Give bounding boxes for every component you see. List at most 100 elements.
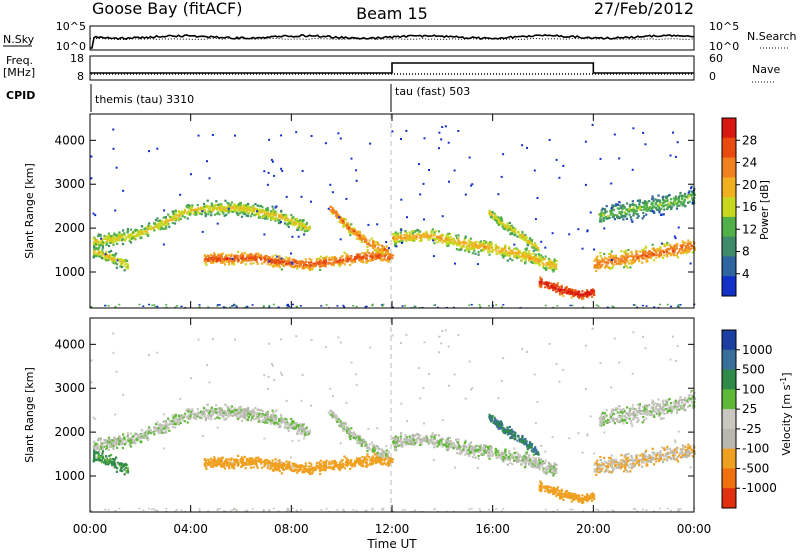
- velocity-point: [198, 411, 201, 415]
- colorbar-tick: 8: [742, 245, 750, 259]
- power-point: [95, 252, 98, 255]
- power-point: [502, 227, 505, 230]
- power-point: [278, 219, 281, 222]
- power-point: [647, 253, 650, 256]
- velocity-point: [106, 446, 109, 449]
- power-point: [498, 220, 502, 223]
- power-point: [268, 306, 271, 308]
- power-point: [350, 259, 353, 262]
- power-point: [349, 234, 352, 237]
- power-point: [573, 289, 576, 292]
- power-point: [240, 207, 243, 210]
- power-point: [652, 199, 655, 203]
- velocity-point: [101, 445, 105, 448]
- power-point: [221, 261, 224, 264]
- power-point: [508, 246, 511, 249]
- power-point: [287, 220, 291, 223]
- power-point: [534, 248, 537, 251]
- power-point: [548, 266, 551, 269]
- power-point: [464, 249, 467, 252]
- power-point: [542, 258, 545, 261]
- velocity-point: [351, 462, 355, 465]
- power-point: [305, 263, 308, 266]
- power-point: [569, 304, 572, 307]
- power-point: [638, 200, 641, 203]
- power-point: [250, 257, 253, 260]
- power-point: [367, 223, 370, 226]
- velocity-point: [136, 439, 139, 442]
- power-point: [147, 228, 150, 231]
- power-point: [114, 209, 117, 212]
- power-point: [288, 261, 291, 265]
- power-point: [555, 259, 558, 262]
- power-point: [113, 233, 116, 236]
- velocity-point: [173, 426, 177, 429]
- power-point: [288, 221, 291, 225]
- date-title: 27/Feb/2012: [594, 0, 694, 18]
- power-point: [428, 169, 430, 171]
- power-point: [620, 213, 623, 216]
- power-point: [235, 204, 238, 208]
- velocity-point: [184, 412, 187, 415]
- power-point: [636, 216, 639, 219]
- power-point: [98, 246, 101, 249]
- power-point: [646, 209, 649, 212]
- power-point: [273, 213, 276, 216]
- power-point: [669, 253, 672, 256]
- power-point: [540, 254, 543, 257]
- power-point: [681, 196, 684, 199]
- power-point: [262, 215, 265, 218]
- power-point: [581, 290, 584, 293]
- velocity-point: [159, 426, 162, 429]
- power-point: [536, 258, 539, 261]
- velocity-point: [170, 422, 173, 425]
- power-point: [509, 257, 512, 260]
- power-point: [116, 263, 119, 266]
- power-point: [174, 306, 177, 308]
- velocity-point: [129, 442, 132, 445]
- velocity-point: [136, 433, 139, 436]
- power-point: [275, 205, 278, 208]
- velocity-point: [137, 434, 140, 437]
- power-point: [195, 213, 198, 216]
- power-point: [625, 253, 628, 256]
- velocity-point: [233, 467, 236, 470]
- velocity-point: [211, 408, 214, 411]
- power-point: [543, 258, 546, 261]
- power-point: [379, 250, 382, 253]
- power-point: [459, 241, 462, 244]
- power-point: [100, 257, 104, 260]
- power-point: [620, 250, 623, 253]
- power-point: [114, 306, 117, 308]
- velocity-point: [246, 418, 250, 422]
- colorbar-segment: [722, 236, 736, 257]
- power-point: [599, 255, 602, 258]
- velocity-point: [308, 465, 311, 468]
- power-point: [534, 262, 537, 265]
- power-point: [503, 254, 507, 257]
- velocity-point: [126, 434, 129, 437]
- power-point: [479, 306, 482, 308]
- power-point: [358, 234, 361, 237]
- power-point: [90, 155, 93, 158]
- power-point: [631, 200, 634, 203]
- power-point: [306, 229, 309, 232]
- power-point: [638, 208, 641, 211]
- power-point: [554, 287, 557, 290]
- power-point: [302, 219, 305, 222]
- velocity-point: [250, 461, 253, 464]
- velocity-point: [113, 437, 116, 440]
- power-point: [612, 306, 615, 308]
- power-point: [556, 282, 559, 285]
- power-point: [153, 229, 156, 232]
- velocity-point: [220, 463, 223, 466]
- power-point: [301, 170, 304, 172]
- power-point: [512, 226, 515, 229]
- power-point: [528, 259, 531, 262]
- velocity-point: [265, 417, 268, 420]
- power-point: [447, 239, 451, 242]
- power-point: [653, 211, 656, 214]
- power-point: [427, 235, 430, 238]
- velocity-point: [213, 456, 216, 459]
- power-point: [687, 239, 690, 242]
